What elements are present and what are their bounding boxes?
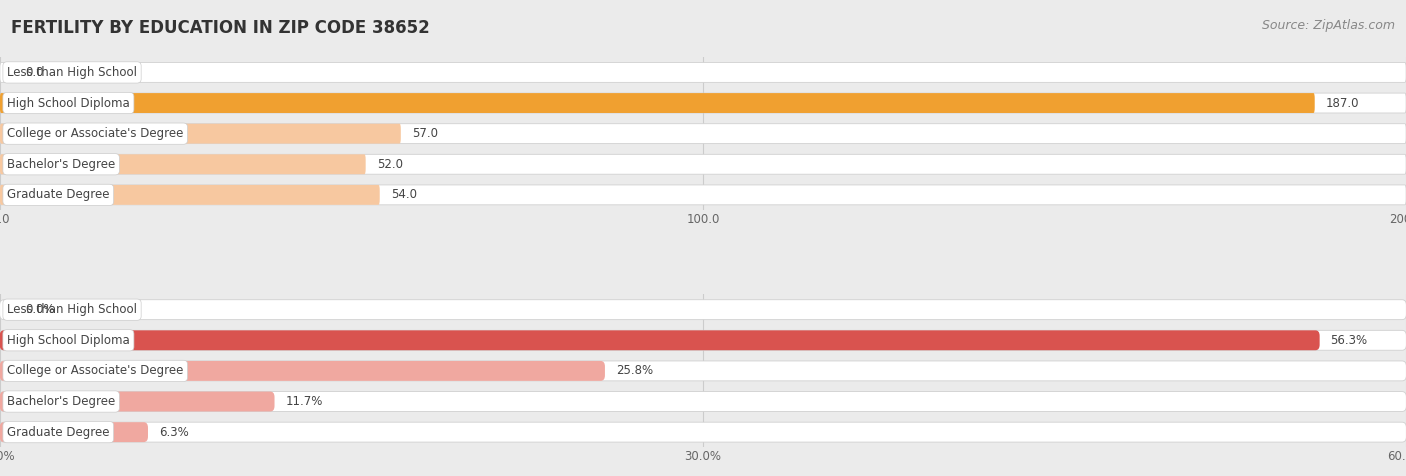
Text: 54.0: 54.0 bbox=[391, 188, 416, 201]
FancyBboxPatch shape bbox=[0, 330, 1406, 350]
Text: 6.3%: 6.3% bbox=[159, 426, 188, 438]
Text: Less than High School: Less than High School bbox=[7, 66, 136, 79]
Text: Less than High School: Less than High School bbox=[7, 303, 136, 316]
FancyBboxPatch shape bbox=[0, 93, 1406, 113]
FancyBboxPatch shape bbox=[0, 62, 1406, 82]
Text: 25.8%: 25.8% bbox=[616, 365, 652, 377]
Text: 0.0%: 0.0% bbox=[25, 303, 55, 316]
Text: 11.7%: 11.7% bbox=[285, 395, 323, 408]
FancyBboxPatch shape bbox=[0, 422, 148, 442]
FancyBboxPatch shape bbox=[0, 361, 1406, 381]
Text: FERTILITY BY EDUCATION IN ZIP CODE 38652: FERTILITY BY EDUCATION IN ZIP CODE 38652 bbox=[11, 19, 430, 37]
FancyBboxPatch shape bbox=[0, 154, 1406, 174]
FancyBboxPatch shape bbox=[0, 361, 605, 381]
FancyBboxPatch shape bbox=[0, 93, 1315, 113]
Text: 52.0: 52.0 bbox=[377, 158, 402, 171]
FancyBboxPatch shape bbox=[0, 185, 380, 205]
Text: High School Diploma: High School Diploma bbox=[7, 334, 129, 347]
Text: Graduate Degree: Graduate Degree bbox=[7, 426, 110, 438]
Text: College or Associate's Degree: College or Associate's Degree bbox=[7, 365, 183, 377]
FancyBboxPatch shape bbox=[0, 330, 1320, 350]
FancyBboxPatch shape bbox=[0, 154, 366, 174]
Text: Bachelor's Degree: Bachelor's Degree bbox=[7, 395, 115, 408]
Text: 187.0: 187.0 bbox=[1326, 97, 1360, 109]
Text: Source: ZipAtlas.com: Source: ZipAtlas.com bbox=[1261, 19, 1395, 32]
Text: High School Diploma: High School Diploma bbox=[7, 97, 129, 109]
FancyBboxPatch shape bbox=[0, 392, 1406, 411]
FancyBboxPatch shape bbox=[0, 185, 1406, 205]
Text: 57.0: 57.0 bbox=[412, 127, 437, 140]
Text: 56.3%: 56.3% bbox=[1330, 334, 1368, 347]
FancyBboxPatch shape bbox=[0, 422, 1406, 442]
FancyBboxPatch shape bbox=[0, 124, 401, 144]
Text: Bachelor's Degree: Bachelor's Degree bbox=[7, 158, 115, 171]
FancyBboxPatch shape bbox=[0, 392, 274, 411]
Text: Graduate Degree: Graduate Degree bbox=[7, 188, 110, 201]
Text: 0.0: 0.0 bbox=[25, 66, 44, 79]
FancyBboxPatch shape bbox=[0, 124, 1406, 144]
Text: College or Associate's Degree: College or Associate's Degree bbox=[7, 127, 183, 140]
FancyBboxPatch shape bbox=[0, 300, 1406, 319]
